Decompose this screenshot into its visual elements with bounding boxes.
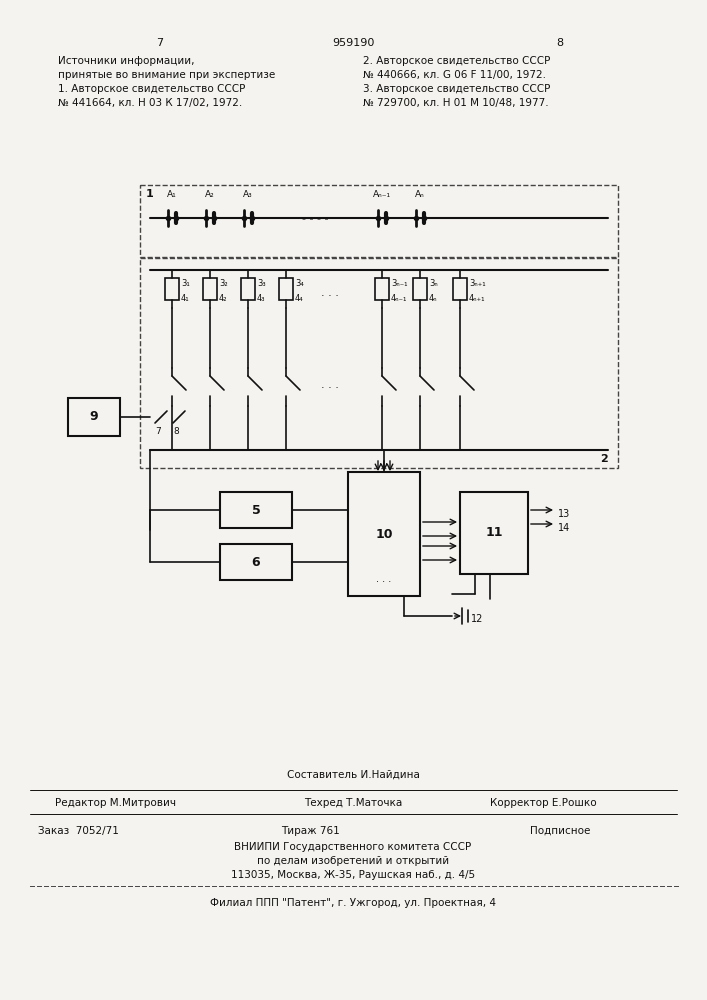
Text: 1: 1	[146, 189, 153, 199]
Text: Филиал ППП "Патент", г. Ужгород, ул. Проектная, 4: Филиал ППП "Патент", г. Ужгород, ул. Про…	[210, 898, 496, 908]
Text: 113035, Москва, Ж-35, Раушская наб., д. 4/5: 113035, Москва, Ж-35, Раушская наб., д. …	[231, 870, 475, 880]
Text: 3₄: 3₄	[295, 279, 304, 288]
Bar	[165, 278, 179, 300]
Text: 11: 11	[485, 526, 503, 540]
Bar	[453, 278, 467, 300]
Text: 4₁: 4₁	[181, 294, 189, 303]
Text: A₂: A₂	[205, 190, 215, 199]
Text: 5: 5	[252, 504, 260, 516]
Text: . . .: . . .	[321, 288, 339, 298]
Text: 3. Авторское свидетельство СССР: 3. Авторское свидетельство СССР	[363, 84, 550, 94]
Text: . . .: . . .	[376, 574, 392, 584]
Text: 6: 6	[252, 556, 260, 568]
Text: 4ₙ₊₁: 4ₙ₊₁	[469, 294, 486, 303]
Text: 3ₙ₊₁: 3ₙ₊₁	[469, 279, 486, 288]
Bar	[140, 258, 618, 468]
Text: Заказ  7052/71: Заказ 7052/71	[38, 826, 119, 836]
Text: Aₙ: Aₙ	[415, 190, 425, 199]
Text: Составитель И.Найдина: Составитель И.Найдина	[286, 770, 419, 780]
Text: 7: 7	[155, 427, 160, 436]
Bar	[203, 278, 217, 300]
Text: Aₙ₋₁: Aₙ₋₁	[373, 190, 391, 199]
Bar	[68, 398, 120, 436]
Text: 12: 12	[471, 614, 484, 624]
Text: № 729700, кл. Н 01 М 10/48, 1977.: № 729700, кл. Н 01 М 10/48, 1977.	[363, 98, 549, 108]
Text: 4₂: 4₂	[219, 294, 228, 303]
Text: 2. Авторское свидетельство СССР: 2. Авторское свидетельство СССР	[363, 56, 550, 66]
Text: 959190: 959190	[332, 38, 374, 48]
Text: 4₃: 4₃	[257, 294, 266, 303]
Text: 4ₙ: 4ₙ	[429, 294, 438, 303]
Text: ...: ...	[380, 456, 389, 466]
Text: № 441664, кл. Н 03 К 17/02, 1972.: № 441664, кл. Н 03 К 17/02, 1972.	[58, 98, 243, 108]
Text: 7: 7	[156, 38, 163, 48]
Bar	[140, 185, 618, 257]
Bar	[220, 492, 292, 528]
Text: Редактор М.Митрович: Редактор М.Митрович	[55, 798, 176, 808]
Text: 8: 8	[556, 38, 563, 48]
Text: Тираж 761: Тираж 761	[281, 826, 339, 836]
Text: ВНИИПИ Государственного комитета СССР: ВНИИПИ Государственного комитета СССР	[235, 842, 472, 852]
Text: № 440666, кл. G 06 F 11/00, 1972.: № 440666, кл. G 06 F 11/00, 1972.	[363, 70, 546, 80]
Text: Техред Т.Маточка: Техред Т.Маточка	[304, 798, 402, 808]
Text: 4₄: 4₄	[295, 294, 304, 303]
Text: 3ₙ: 3ₙ	[429, 279, 438, 288]
Bar	[413, 278, 427, 300]
Text: 3ₙ₋₁: 3ₙ₋₁	[391, 279, 407, 288]
Bar	[279, 278, 293, 300]
Text: 3₁: 3₁	[181, 279, 189, 288]
Text: 9: 9	[90, 410, 98, 424]
Text: 8: 8	[173, 427, 179, 436]
Text: . . .: . . .	[321, 380, 339, 390]
Text: 10: 10	[375, 528, 393, 540]
Text: Источники информации,: Источники информации,	[58, 56, 194, 66]
Text: A₁: A₁	[167, 190, 177, 199]
Bar	[220, 544, 292, 580]
Text: 1. Авторское свидетельство СССР: 1. Авторское свидетельство СССР	[58, 84, 245, 94]
Text: 14: 14	[558, 523, 571, 533]
Text: 2: 2	[600, 454, 608, 464]
Text: Подписное: Подписное	[530, 826, 590, 836]
Text: 3₃: 3₃	[257, 279, 266, 288]
Bar	[348, 472, 420, 596]
Text: по делам изобретений и открытий: по делам изобретений и открытий	[257, 856, 449, 866]
Text: Корректор Е.Рошко: Корректор Е.Рошко	[490, 798, 597, 808]
Text: принятые во внимание при экспертизе: принятые во внимание при экспертизе	[58, 70, 275, 80]
Bar	[241, 278, 255, 300]
Text: 4ₙ₋₁: 4ₙ₋₁	[391, 294, 407, 303]
Bar	[460, 492, 528, 574]
Text: A₃: A₃	[243, 190, 253, 199]
Text: 13: 13	[558, 509, 571, 519]
Text: - - - -: - - - -	[302, 214, 328, 224]
Text: 3₂: 3₂	[219, 279, 228, 288]
Bar	[375, 278, 389, 300]
